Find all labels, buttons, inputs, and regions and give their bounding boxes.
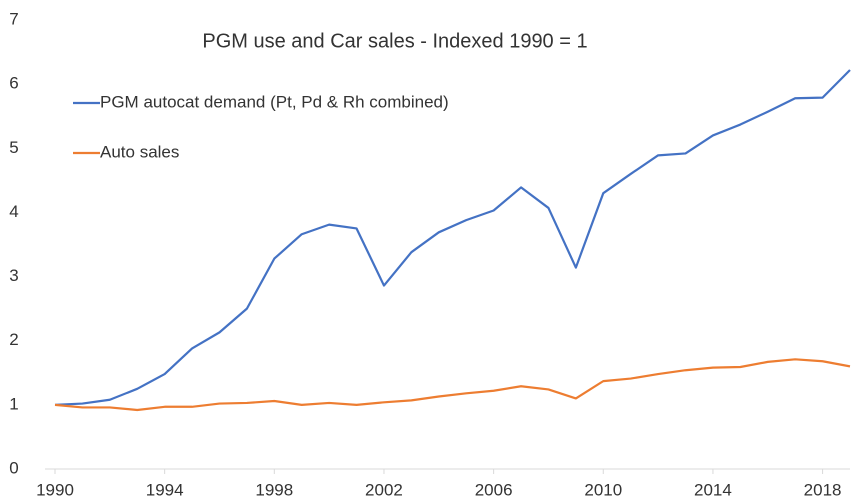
x-tick-label: 1994 (146, 480, 184, 499)
legend-label: Auto sales (100, 142, 179, 161)
legend-label: PGM autocat demand (Pt, Pd & Rh combined… (100, 92, 449, 111)
y-tick-label: 4 (9, 202, 18, 221)
x-tick-label: 1998 (255, 480, 293, 499)
x-tick-label: 2010 (584, 480, 622, 499)
y-tick-label: 1 (9, 394, 18, 413)
x-tick-label: 2018 (804, 480, 842, 499)
series-line (54, 69, 851, 406)
series-line (54, 358, 851, 412)
y-tick-label: 5 (9, 138, 18, 157)
chart-title: PGM use and Car sales - Indexed 1990 = 1 (202, 30, 587, 52)
x-tick-label: 2014 (694, 480, 732, 499)
y-tick-label: 2 (9, 330, 18, 349)
y-tick-label: 3 (9, 266, 18, 285)
x-tick-label: 2006 (475, 480, 513, 499)
x-tick-label: 2002 (365, 480, 403, 499)
y-tick-label: 0 (9, 458, 18, 477)
y-tick-label: 6 (9, 74, 18, 93)
x-tick-label: 1990 (36, 480, 74, 499)
y-tick-label: 7 (9, 9, 18, 28)
